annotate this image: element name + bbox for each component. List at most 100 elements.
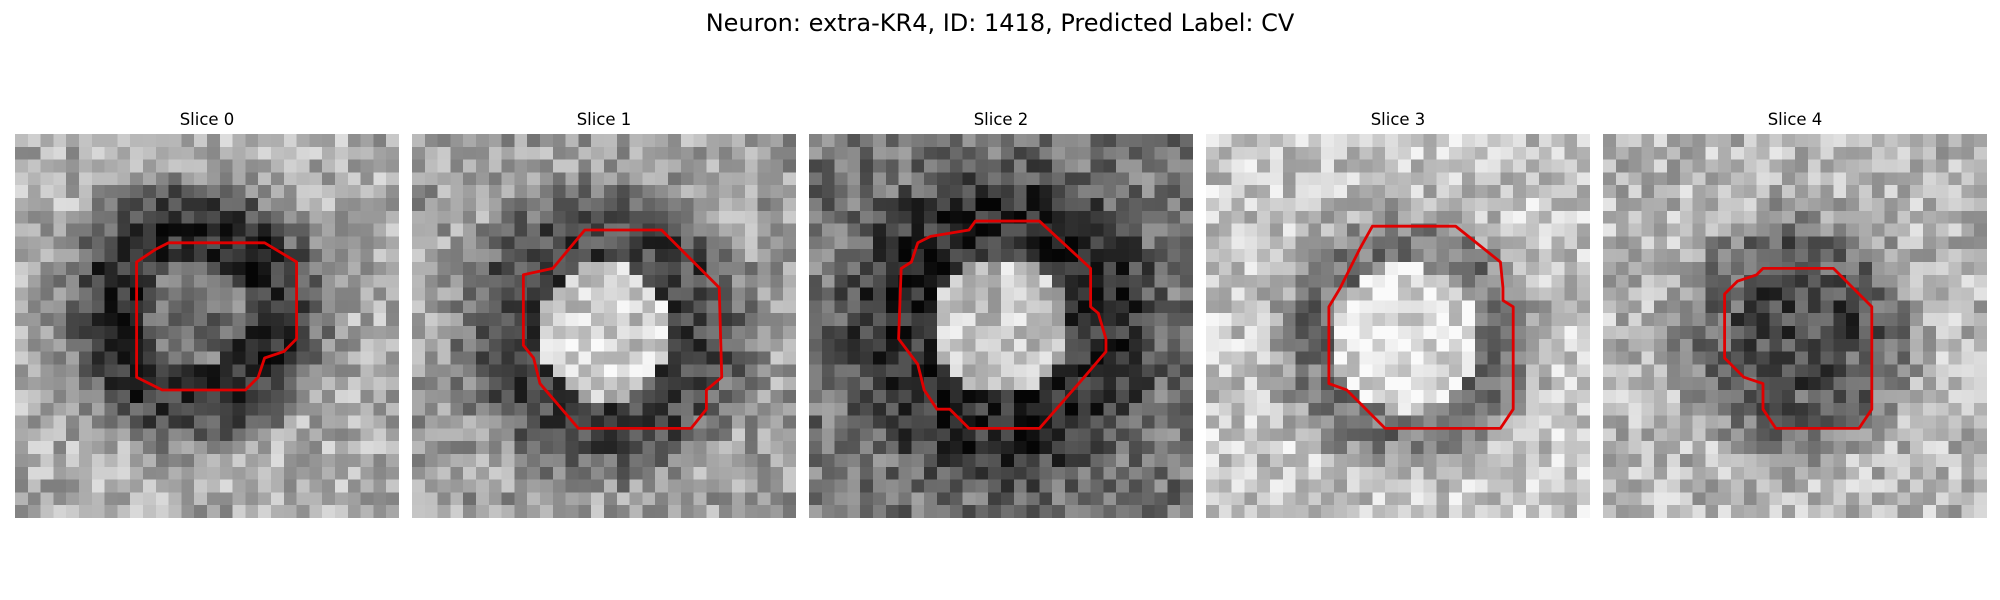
pixel — [1167, 441, 1181, 455]
pixel — [271, 146, 285, 160]
pixel — [232, 351, 246, 365]
pixel — [1538, 236, 1552, 250]
pixel — [770, 415, 784, 429]
pixel — [1282, 390, 1296, 404]
pixel — [1154, 428, 1168, 442]
pixel — [578, 326, 592, 340]
pixel — [1820, 287, 1834, 301]
pixel — [1359, 390, 1373, 404]
pixel — [693, 198, 707, 212]
pixel — [873, 236, 887, 250]
pixel — [117, 159, 131, 173]
pixel — [271, 172, 285, 186]
pixel — [1385, 441, 1399, 455]
pixel — [1538, 441, 1552, 455]
pixel — [194, 505, 208, 518]
pixel — [719, 466, 733, 480]
pixel — [1218, 492, 1232, 506]
pixel — [860, 249, 874, 263]
pixel — [616, 159, 630, 173]
pixel — [1948, 300, 1962, 314]
pixel — [450, 287, 464, 301]
pixel — [1538, 198, 1552, 212]
pixel — [450, 236, 464, 250]
pixel — [79, 223, 93, 237]
pixel — [770, 377, 784, 391]
pixel — [1641, 287, 1655, 301]
pixel — [488, 287, 502, 301]
pixel — [642, 364, 656, 378]
pixel — [1398, 479, 1412, 493]
pixel — [1398, 492, 1412, 506]
pixel — [309, 223, 323, 237]
pixel — [1564, 146, 1578, 160]
pixel — [514, 390, 528, 404]
pixel — [1282, 223, 1296, 237]
pixel — [1974, 287, 1987, 301]
pixel — [1718, 364, 1732, 378]
pixel — [680, 466, 694, 480]
pixel — [1218, 134, 1232, 148]
pixel — [668, 172, 682, 186]
pixel — [245, 198, 259, 212]
pixel — [783, 223, 796, 237]
pixel — [1052, 134, 1066, 148]
pixel — [565, 492, 579, 506]
pixel — [706, 223, 720, 237]
pixel — [1116, 402, 1130, 416]
pixel — [847, 223, 861, 237]
pixel — [1603, 210, 1617, 224]
pixel — [1641, 479, 1655, 493]
pixel — [809, 351, 823, 365]
pixel — [898, 415, 912, 429]
pixel — [450, 198, 464, 212]
pixel — [91, 492, 105, 506]
pixel — [655, 466, 669, 480]
pixel — [1526, 402, 1540, 416]
pixel — [911, 198, 925, 212]
pixel — [860, 390, 874, 404]
pixel — [181, 415, 195, 429]
pixel — [296, 377, 310, 391]
pixel — [693, 377, 707, 391]
pixel — [412, 249, 426, 263]
pixel — [168, 249, 182, 263]
pixel — [1052, 326, 1066, 340]
pixel — [821, 338, 835, 352]
pixel — [1052, 479, 1066, 493]
pixel — [1679, 466, 1693, 480]
pixel — [1795, 236, 1809, 250]
pixel — [1462, 262, 1476, 276]
pixel — [578, 210, 592, 224]
pixel — [565, 377, 579, 391]
pixel — [847, 402, 861, 416]
pixel — [962, 185, 976, 199]
pixel — [168, 351, 182, 365]
pixel — [1103, 326, 1117, 340]
pixel — [168, 377, 182, 391]
pixel — [1628, 402, 1642, 416]
pixel — [847, 505, 861, 518]
pixel — [1705, 313, 1719, 327]
pixel — [873, 313, 887, 327]
pixel — [527, 172, 541, 186]
pixel — [53, 390, 67, 404]
pixel — [591, 338, 605, 352]
pixel — [1116, 313, 1130, 327]
pixel — [1769, 377, 1783, 391]
pixel — [40, 287, 54, 301]
pixel — [1538, 287, 1552, 301]
pixel — [1667, 262, 1681, 276]
pixel — [1244, 492, 1258, 506]
pixel — [322, 402, 336, 416]
segmentation-contour — [1327, 224, 1515, 430]
pixel — [15, 185, 29, 199]
pixel — [1295, 210, 1309, 224]
pixel — [296, 159, 310, 173]
pixel — [1218, 223, 1232, 237]
pixel — [873, 466, 887, 480]
pixel — [1731, 415, 1745, 429]
pixel — [386, 159, 399, 173]
pixel — [1961, 441, 1975, 455]
pixel — [873, 198, 887, 212]
